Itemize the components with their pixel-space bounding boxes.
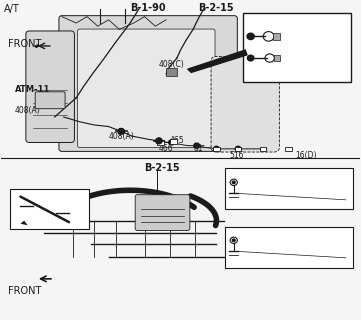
FancyBboxPatch shape — [135, 195, 190, 230]
Text: 38(A): 38(A) — [261, 52, 282, 61]
Text: 408(C): 408(C) — [159, 60, 185, 69]
Circle shape — [247, 33, 254, 40]
Bar — [157, 140, 164, 145]
Bar — [10, 189, 89, 228]
Bar — [273, 33, 280, 40]
Bar — [213, 147, 220, 151]
Text: 242: 242 — [252, 183, 267, 192]
Text: 408(A): 408(A) — [15, 106, 41, 115]
Text: 242: 242 — [252, 240, 267, 249]
Bar — [285, 147, 292, 151]
FancyBboxPatch shape — [59, 16, 237, 151]
Bar — [166, 68, 177, 76]
Bar — [226, 227, 353, 268]
Text: B-2-15: B-2-15 — [199, 3, 234, 13]
Circle shape — [232, 181, 235, 184]
Circle shape — [156, 138, 162, 144]
Text: FRONT: FRONT — [8, 39, 41, 49]
FancyBboxPatch shape — [26, 31, 74, 142]
Circle shape — [247, 55, 254, 61]
Text: 334(A): 334(A) — [247, 195, 273, 204]
Circle shape — [118, 128, 125, 134]
Text: A/T: A/T — [4, 4, 20, 14]
Text: FRONT: FRONT — [8, 286, 41, 296]
Text: 466: 466 — [159, 144, 174, 153]
Text: 465: 465 — [170, 136, 184, 145]
Bar — [226, 168, 353, 209]
Circle shape — [232, 239, 235, 242]
Polygon shape — [188, 50, 247, 72]
Text: 408(D): 408(D) — [260, 30, 286, 39]
Text: B-1-90: B-1-90 — [130, 3, 166, 13]
Polygon shape — [21, 220, 28, 225]
Circle shape — [214, 146, 219, 151]
Text: 516: 516 — [229, 151, 244, 160]
Circle shape — [235, 146, 241, 151]
Text: B-2-15: B-2-15 — [144, 163, 180, 173]
FancyBboxPatch shape — [35, 92, 65, 109]
Bar — [243, 13, 351, 82]
Circle shape — [169, 140, 174, 145]
Circle shape — [156, 138, 162, 143]
Bar — [274, 55, 280, 61]
Polygon shape — [35, 45, 39, 48]
Bar — [235, 147, 241, 151]
Text: 16(D): 16(D) — [296, 151, 317, 160]
Circle shape — [194, 143, 200, 148]
Bar — [260, 147, 266, 151]
Text: 188: 188 — [26, 205, 43, 214]
Text: ATM-11: ATM-11 — [15, 85, 51, 94]
Text: 334(B): 334(B) — [247, 253, 273, 262]
Circle shape — [118, 129, 124, 134]
Text: 81: 81 — [193, 144, 203, 153]
Bar — [170, 140, 177, 144]
FancyBboxPatch shape — [211, 56, 279, 152]
FancyBboxPatch shape — [78, 29, 215, 148]
Text: 408(A): 408(A) — [109, 132, 134, 140]
